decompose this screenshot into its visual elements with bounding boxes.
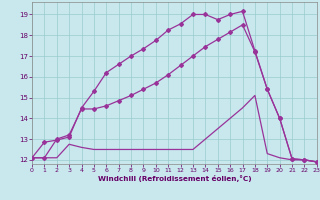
X-axis label: Windchill (Refroidissement éolien,°C): Windchill (Refroidissement éolien,°C) xyxy=(98,175,251,182)
